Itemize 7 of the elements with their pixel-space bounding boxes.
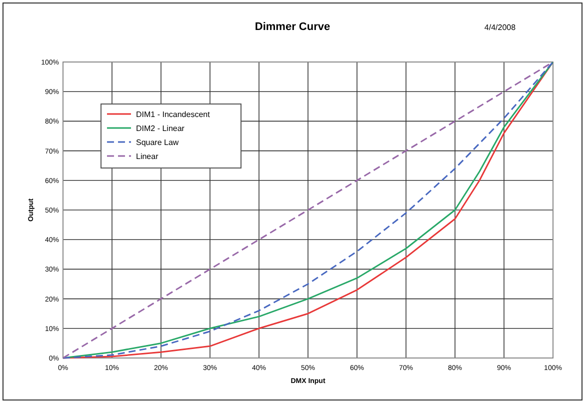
legend-label: DIM2 - Linear	[136, 124, 185, 133]
legend-label: Square Law	[136, 138, 179, 147]
legend-label: Linear	[136, 152, 159, 161]
line-series	[62, 61, 554, 359]
chart-subtitle: 4/4/2008	[484, 23, 516, 32]
chart-title: Dimmer Curve	[254, 21, 330, 33]
legend-label: DIM1 - Incandescent	[136, 110, 211, 119]
